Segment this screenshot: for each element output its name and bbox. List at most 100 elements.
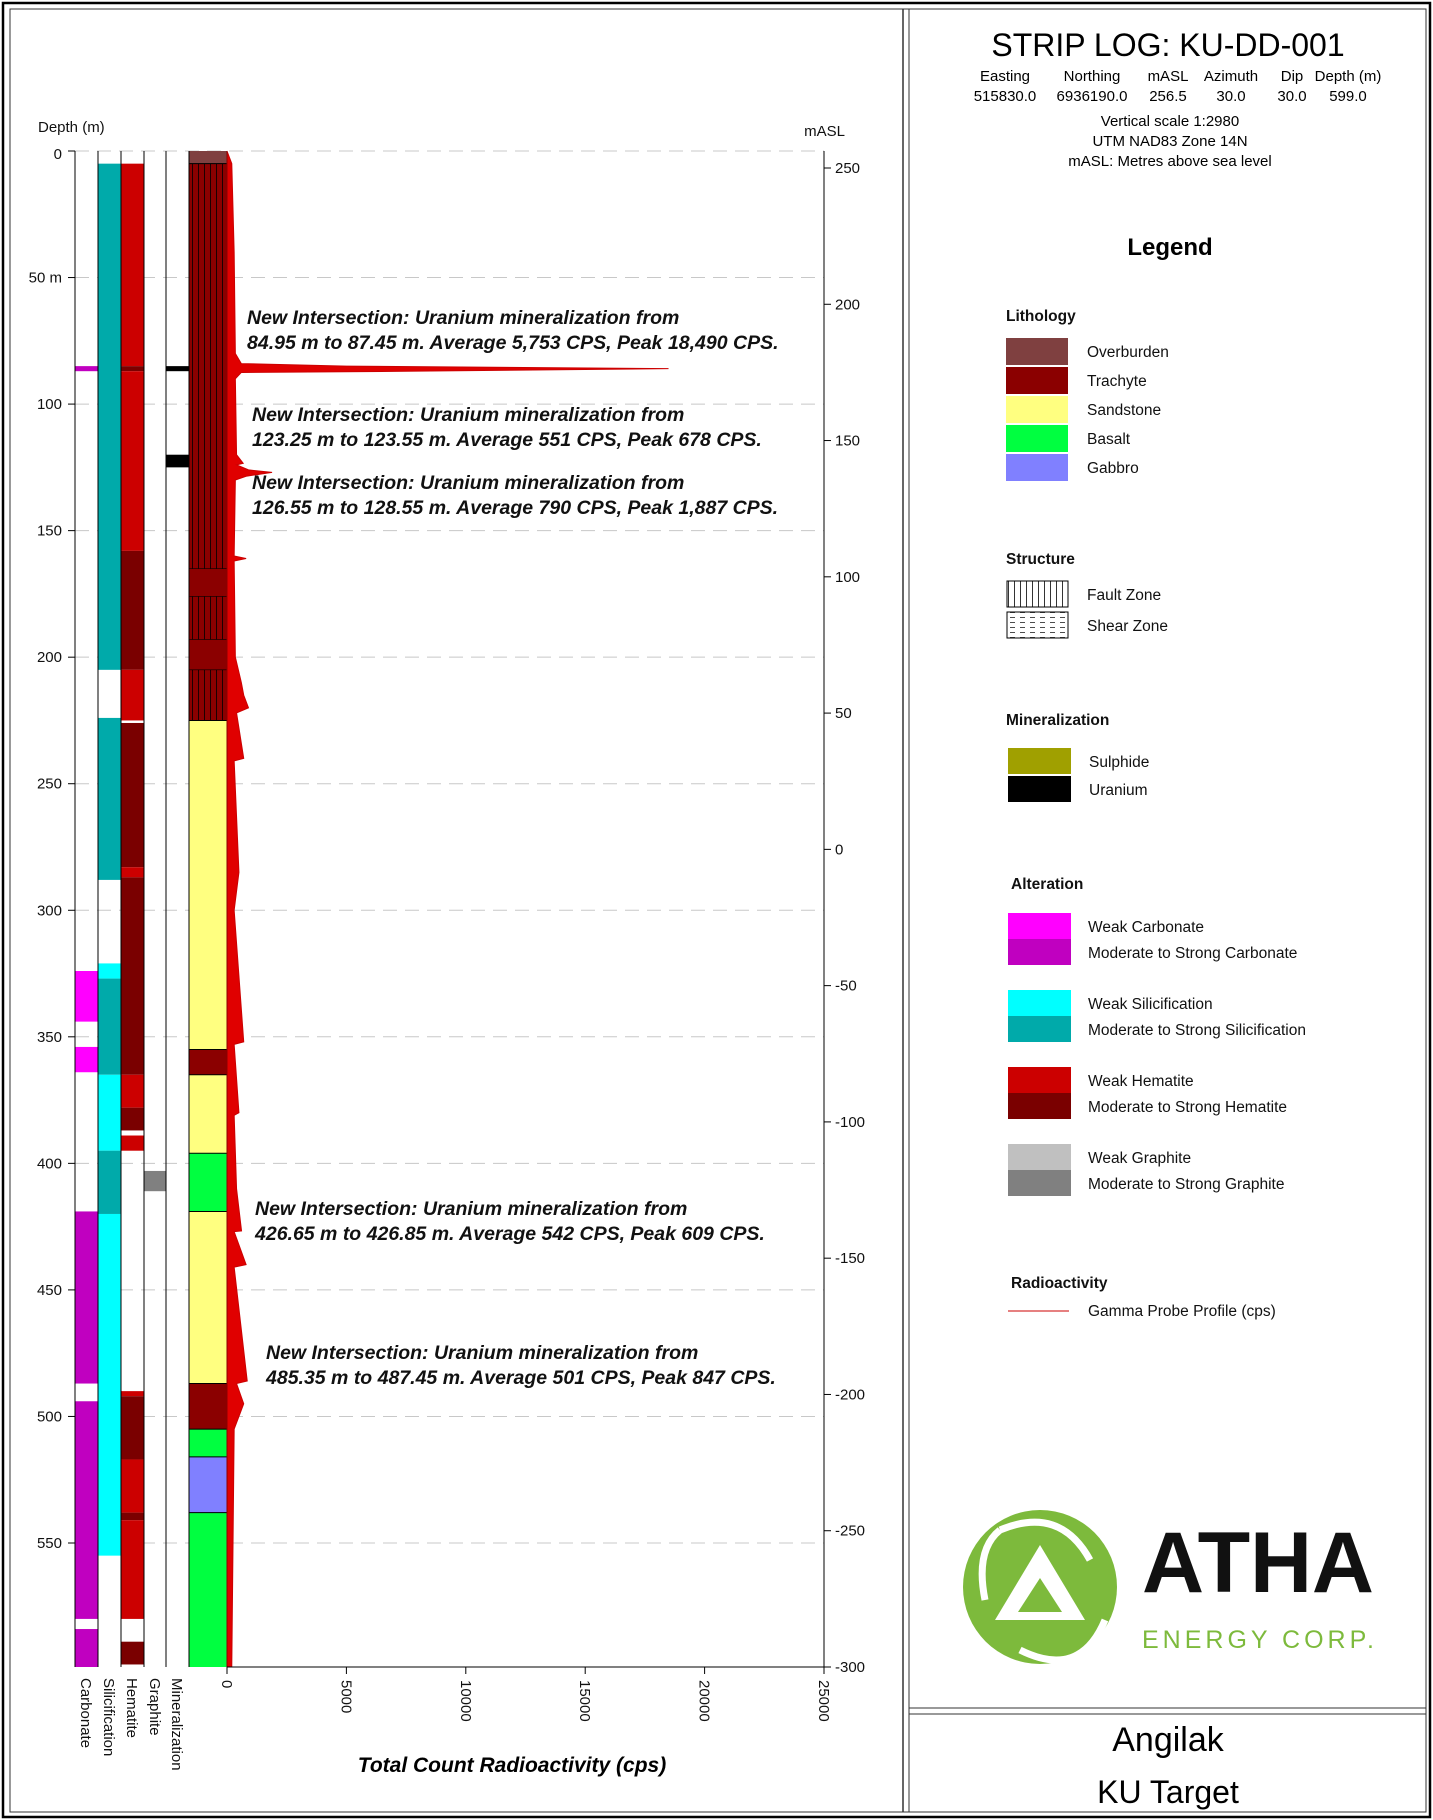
column-label: Silicification [100,1678,117,1756]
silicification-interval [98,1074,121,1151]
logo-sub: ENERGY CORP. [1142,1626,1374,1654]
lithology-label: Trachyte [1087,373,1147,390]
lithology-interval [189,1074,227,1154]
intersection-annotation: 426.65 m to 426.85 m. Average 542 CPS, P… [254,1223,765,1245]
mineralization-swatch [1008,748,1071,774]
collar-info: Easting 515830.0 Northing 6936190.0 mASL 256.… [974,68,1382,170]
hematite-interval [121,1641,144,1665]
lithology-swatch [1006,396,1068,423]
collar-value: 599.0 [1329,88,1367,105]
intersection-annotation: New Intersection: Uranium mineralization… [266,1342,698,1364]
radioactivity-label: Gamma Probe Profile (cps) [1088,1303,1276,1320]
silicification-interval [98,1213,121,1556]
inner-border [9,8,1427,1813]
lithology-label: Sandstone [1087,402,1161,419]
masl-tick-label: 50 [835,705,852,722]
lithology-interval [189,1383,227,1430]
intersection-annotation: 123.25 m to 123.55 m. Average 551 CPS, P… [252,429,762,451]
lithology-label: Overburden [1087,344,1169,361]
column-label: Graphite [146,1678,163,1736]
column-label: Carbonate [77,1678,94,1748]
strip-log-chart: 050 m100150200250300350400450500550Depth… [29,119,865,1777]
x-tick-label: 0 [218,1680,235,1688]
hematite-interval [121,669,144,721]
silicification-interval [98,163,121,670]
masl-tick-label: -250 [835,1523,865,1540]
alteration-swatch [1008,1016,1071,1042]
intersection-annotation: 126.55 m to 128.55 m. Average 790 CPS, P… [252,497,778,519]
alteration-swatch [1008,1067,1071,1093]
alteration-swatch [1008,939,1071,965]
collar-value: 30.0 [1216,88,1245,105]
mineralization-interval [166,366,189,372]
hematite-interval [121,1074,144,1108]
hematite-interval [121,867,144,878]
masl-tick-label: -200 [835,1386,865,1403]
lithology-heading: Lithology [1006,308,1076,325]
mineralization-interval [166,454,189,468]
collar-value: 256.5 [1149,88,1187,105]
masl-tick-label: -100 [835,1114,865,1131]
hematite-interval [121,371,144,551]
mineralization-swatch [1008,776,1071,802]
mineralization-label: Sulphide [1089,754,1149,771]
shear-zone-swatch [1006,611,1069,639]
header-note: Vertical scale 1:2980 [1101,113,1239,130]
depth-tick-label: 350 [37,1029,62,1046]
hematite-interval [121,1459,144,1513]
silicification-interval [98,717,121,880]
lithology-swatch [1006,425,1068,452]
silicification-interval [98,1150,121,1214]
hematite-interval [121,877,144,1075]
x-tick-label: 5000 [337,1680,354,1713]
alteration-heading: Alteration [1011,876,1083,893]
carbonate-interval [75,1401,98,1619]
column-label: Hematite [123,1678,140,1738]
radioactivity-heading: Radioactivity [1011,1275,1108,1292]
target-name: KU Target [1097,1774,1239,1810]
masl-tick-label: -50 [835,978,857,995]
gamma-profile [226,150,669,1668]
project-name: Angilak [1112,1721,1225,1759]
hematite-interval [121,722,144,868]
collar-label: Northing [1064,68,1121,85]
logo-swirl-icon [978,1518,1109,1664]
x-tick-label: 25000 [815,1680,832,1722]
intersection-annotation: New Intersection: Uranium mineralization… [252,472,684,494]
alteration-label: Weak Hematite [1088,1073,1194,1090]
collar-label: mASL [1148,68,1189,85]
fault-zone [188,669,228,721]
header-note: mASL: Metres above sea level [1068,153,1271,170]
alteration-swatch [1008,990,1071,1016]
x-axis-label: Total Count Radioactivity (cps) [358,1754,666,1777]
intersection-annotation: 84.95 m to 87.45 m. Average 5,753 CPS, P… [247,332,779,354]
collar-label: Depth (m) [1315,68,1382,85]
lithology-swatch [1006,338,1068,365]
x-tick-label: 20000 [696,1680,713,1722]
lithology-label: Basalt [1087,431,1131,448]
depth-tick-label: 300 [37,902,62,919]
lithology-label: Gabbro [1087,460,1139,477]
carbonate-interval [75,1629,98,1667]
lithology-interval [189,720,227,1050]
alteration-label: Moderate to Strong Carbonate [1088,945,1297,962]
masl-tick-label: 150 [835,433,860,450]
hematite-interval [121,1107,144,1131]
intersection-annotation: New Intersection: Uranium mineralization… [247,307,679,329]
alteration-label: Moderate to Strong Silicification [1088,1022,1306,1039]
column-label: Mineralization [168,1678,185,1771]
masl-tick-label: 250 [835,160,860,177]
silicification-interval [98,978,121,1075]
structure-label: Shear Zone [1087,618,1168,635]
carbonate-interval [75,1046,98,1073]
collar-label: Azimuth [1204,68,1258,85]
hematite-interval [121,1520,144,1619]
alteration-swatch [1008,1144,1071,1170]
hematite-interval [121,1391,144,1397]
hematite-interval [121,1512,144,1521]
logo-name: ATHA [1142,1515,1374,1611]
x-tick-label: 15000 [576,1680,593,1722]
alteration-label: Weak Silicification [1088,996,1213,1013]
depth-tick-label: 500 [37,1408,62,1425]
